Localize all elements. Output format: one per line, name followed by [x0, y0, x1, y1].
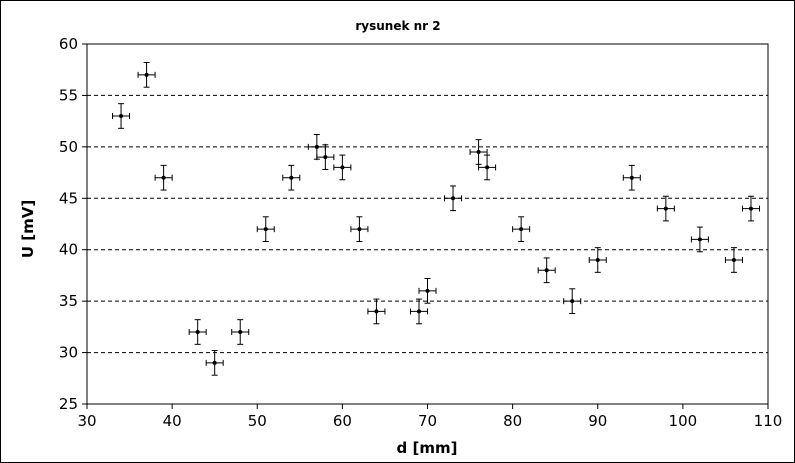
data-point: [367, 298, 386, 325]
data-points: [112, 62, 760, 376]
point-marker: [416, 309, 421, 314]
point-marker: [629, 175, 634, 180]
point-marker: [263, 227, 268, 232]
point-marker: [289, 175, 294, 180]
chart-title: rysunek nr 2: [355, 19, 440, 33]
data-point: [622, 164, 641, 191]
x-tick-label: 110: [754, 412, 783, 430]
point-marker: [357, 227, 362, 232]
data-point: [154, 164, 173, 191]
point-marker: [161, 175, 166, 180]
data-point: [478, 154, 497, 181]
point-marker: [595, 258, 600, 262]
point-marker: [544, 268, 549, 273]
point-marker: [697, 237, 702, 242]
x-axis-title: d [mm]: [397, 439, 458, 457]
point-marker: [340, 165, 345, 170]
data-point: [231, 319, 250, 345]
point-marker: [212, 360, 217, 365]
y-tick-label: 50: [59, 138, 78, 156]
data-point: [418, 278, 437, 304]
y-tick-label: 40: [59, 241, 78, 259]
point-marker: [195, 330, 200, 334]
data-point: [690, 226, 709, 253]
point-marker: [519, 227, 524, 232]
data-point: [512, 216, 531, 242]
data-point: [588, 247, 607, 273]
data-point: [724, 247, 743, 273]
point-marker: [374, 309, 379, 314]
y-tick-label: 55: [59, 86, 78, 104]
data-point: [333, 154, 352, 181]
x-tick-label: 50: [248, 412, 267, 430]
y-tick-label: 25: [59, 395, 78, 413]
data-point: [741, 195, 760, 222]
point-marker: [144, 72, 149, 77]
x-tick-label: 100: [669, 412, 698, 430]
plot-area: [86, 43, 769, 405]
data-point: [112, 103, 131, 129]
data-point: [205, 350, 224, 376]
point-marker: [731, 258, 736, 262]
y-tick-label: 30: [59, 344, 78, 362]
x-tick-label: 60: [333, 412, 352, 430]
x-tick-label: 70: [418, 412, 437, 430]
data-point: [537, 257, 556, 284]
grid-lines: [87, 94, 768, 354]
data-point: [409, 298, 428, 325]
data-point: [563, 288, 582, 314]
data-point: [282, 164, 301, 191]
data-point: [350, 216, 369, 242]
data-point: [256, 216, 275, 242]
point-marker: [570, 299, 575, 304]
point-marker: [425, 288, 430, 293]
point-marker: [748, 206, 753, 211]
y-tick-label: 35: [59, 292, 78, 310]
data-point: [656, 195, 675, 222]
point-marker: [323, 155, 328, 160]
y-tick-label: 45: [59, 189, 78, 207]
point-marker: [476, 150, 481, 154]
data-point: [444, 185, 463, 212]
data-point: [137, 62, 156, 88]
point-marker: [451, 196, 456, 201]
point-marker: [238, 330, 243, 334]
point-marker: [485, 165, 490, 170]
data-point: [188, 319, 207, 345]
data-point: [316, 144, 335, 170]
data-point: [469, 139, 488, 165]
point-marker: [314, 144, 319, 149]
y-axis-title: U [mV]: [19, 200, 37, 258]
x-tick-label: 80: [503, 412, 522, 430]
x-tick-label: 40: [163, 412, 182, 430]
x-tick-label: 30: [77, 412, 96, 430]
y-tick-label: 60: [59, 35, 78, 53]
point-marker: [663, 206, 668, 211]
point-marker: [119, 114, 124, 118]
x-tick-label: 90: [588, 412, 607, 430]
